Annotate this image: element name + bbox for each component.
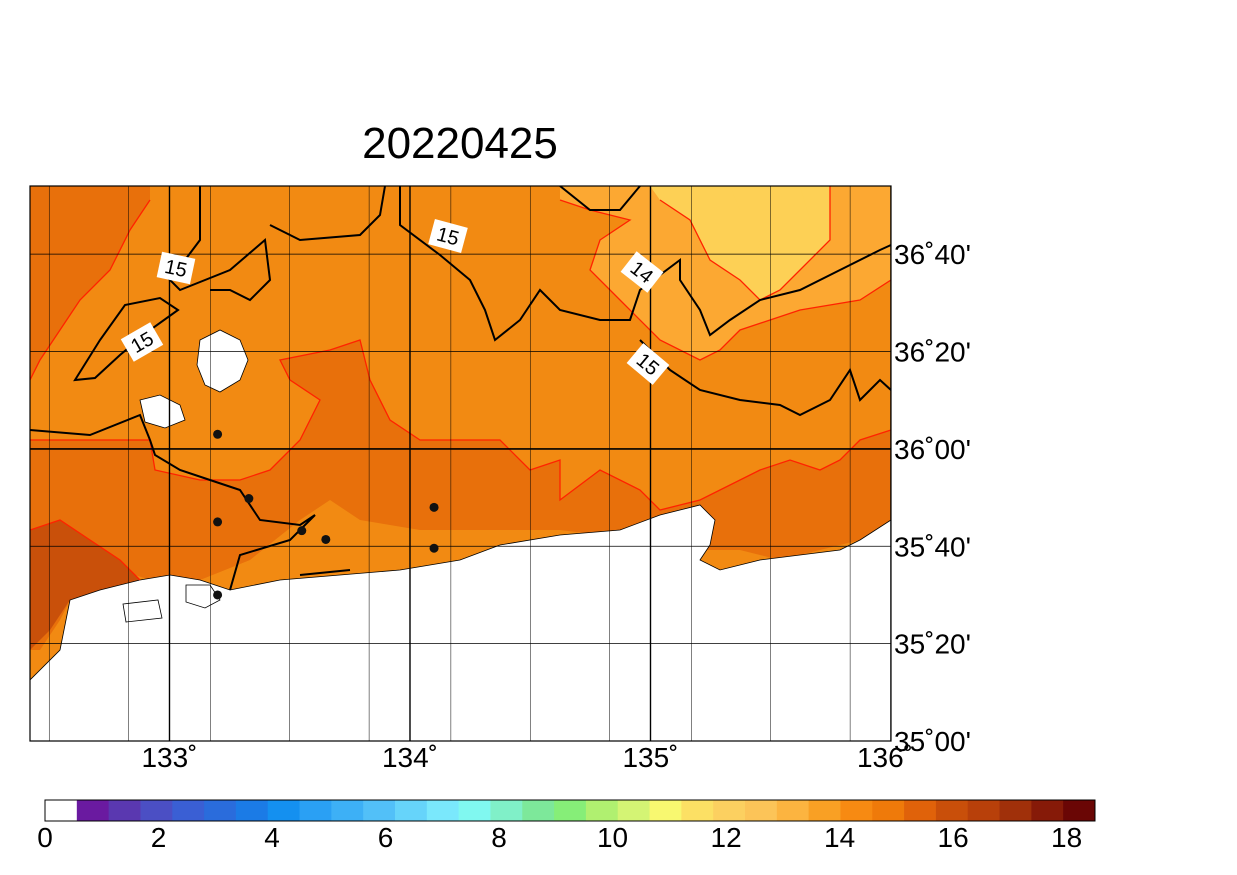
longitude-axis: 133˚ 134˚ 135˚ 136˚ <box>141 742 913 773</box>
map-frame <box>29 185 892 742</box>
colorbar-swatch <box>681 800 714 821</box>
colorbar-swatch <box>840 800 873 821</box>
colorbar-swatch <box>745 800 778 821</box>
colorbar-swatch <box>967 800 1001 821</box>
colorbar-swatch <box>395 800 428 821</box>
station-point <box>98 173 107 182</box>
latitude-axis: 36˚40' 36˚20' 36˚00' 35˚40' 35˚20' 35˚00' <box>894 239 971 757</box>
station-point <box>213 517 223 527</box>
colorbar-swatch <box>808 800 841 821</box>
colorbar-swatch <box>140 800 173 821</box>
colorbar-tick-label: 2 <box>151 822 167 853</box>
svg-text:15: 15 <box>163 256 189 282</box>
region-13-patch <box>730 186 810 280</box>
region-16-southwest <box>30 340 891 650</box>
map-grid <box>30 186 891 741</box>
colorbar-swatch <box>299 800 332 821</box>
latitude-tick-label: 35˚00' <box>894 726 971 757</box>
colorbar-tick-labels: 0 2 4 6 8 10 12 14 16 18 <box>37 822 1082 853</box>
colorbar-tick-label: 16 <box>938 822 969 853</box>
latitude-tick-label: 35˚20' <box>894 629 971 660</box>
latitude-tick-label: 36˚00' <box>894 434 971 465</box>
contour-label: 15 <box>428 219 468 253</box>
colorbar-swatch <box>935 800 969 821</box>
colorbar-frame <box>44 799 1096 822</box>
station-point <box>321 534 331 544</box>
region-16-deep <box>30 520 140 650</box>
station-point <box>213 590 223 600</box>
station-point <box>213 429 223 439</box>
colorbar-swatch <box>108 800 141 821</box>
colorbar-swatch <box>235 800 269 821</box>
colorbar-tick-label: 0 <box>37 822 53 853</box>
station-point <box>429 502 439 512</box>
colorbar-swatch <box>617 800 651 821</box>
island <box>139 394 186 429</box>
colorbar-swatch <box>522 800 555 821</box>
colorbar-swatch <box>204 800 237 821</box>
colorbar-swatch <box>904 800 937 821</box>
colorbar-swatch <box>331 800 364 821</box>
colorbar-tick-label: 10 <box>597 822 628 853</box>
colorbar-swatch <box>776 800 810 821</box>
colorbar <box>44 799 1096 822</box>
colorbar-tick-label: 4 <box>264 822 280 853</box>
map-plot-area <box>30 173 891 741</box>
station-markers <box>98 173 439 600</box>
longitude-tick-label: 135˚ <box>622 742 678 773</box>
map-title: 20220425 <box>362 119 558 168</box>
colorbar-swatch <box>426 800 460 821</box>
contour-label: 15 <box>156 251 196 285</box>
colorbar-tick-label: 8 <box>491 822 507 853</box>
colorbar-tick-label: 14 <box>824 822 855 853</box>
colorbar-swatch <box>999 800 1032 821</box>
colorbar-swatch <box>458 800 491 821</box>
isolines <box>30 186 891 591</box>
colorbar-swatch <box>872 800 905 821</box>
longitude-tick-label: 136˚ <box>857 742 913 773</box>
station-point <box>244 494 254 504</box>
island <box>185 584 221 609</box>
station-point <box>429 543 439 553</box>
contour-label: 15 <box>120 322 164 362</box>
colorbar-swatch <box>585 800 619 821</box>
colorbar-swatch <box>363 800 396 821</box>
colorbar-swatch <box>76 800 110 821</box>
island <box>196 329 249 393</box>
station-point <box>297 526 307 536</box>
region-16-west <box>30 186 150 380</box>
colorbar-tick-label: 12 <box>711 822 742 853</box>
latitude-tick-label: 36˚20' <box>894 337 971 368</box>
colorbar-swatch <box>554 800 587 821</box>
color-level-boundaries <box>30 186 891 581</box>
colorbar-swatch <box>649 800 682 821</box>
colorbar-swatch <box>267 800 301 821</box>
colorbar-swatch <box>172 800 205 821</box>
colorbar-swatch <box>713 800 746 821</box>
colorbar-tick-label: 6 <box>378 822 394 853</box>
longitude-tick-label: 134˚ <box>382 742 438 773</box>
colorbar-swatch <box>1063 800 1096 821</box>
land-mass <box>30 504 891 741</box>
colorbar-swatch <box>45 800 78 821</box>
island <box>122 599 163 623</box>
colorbar-swatch <box>490 800 523 821</box>
latitude-tick-label: 36˚40' <box>894 239 971 270</box>
colorbar-tick-label: 18 <box>1051 822 1082 853</box>
longitude-tick-label: 133˚ <box>141 742 197 773</box>
colorbar-swatch <box>1031 800 1064 821</box>
latitude-tick-label: 35˚40' <box>894 531 971 562</box>
